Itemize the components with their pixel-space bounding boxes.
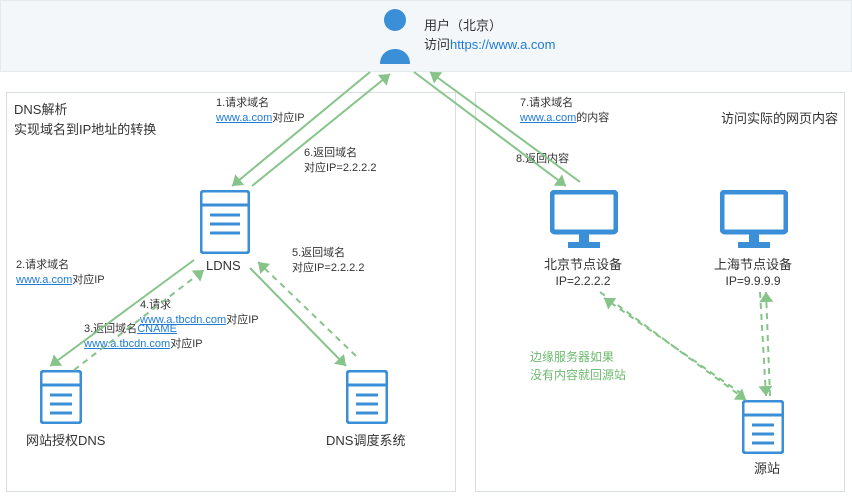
origin-note: 边缘服务器如果没有内容就回源站 [530,348,626,384]
ldns-label: LDNS [206,258,241,273]
origin-label: 源站 [754,458,780,477]
user-label: 用户（北京） 访问https://www.a.com [424,15,556,53]
user-icon [376,6,414,64]
dns-title-l1: DNS解析 [14,100,156,120]
sched-label: DNS调度系统 [326,430,405,449]
step-4: 4.请求www.a.tbcdn.com对应IP [140,298,259,329]
auth-dns-icon [40,370,82,424]
beijing-label: 北京节点设备IP=2.2.2.2 [544,254,622,288]
step-8: 8.返回内容 [516,152,569,167]
beijing-icon [550,190,618,250]
visit-prefix: 访问 [424,37,450,52]
step-1: 1.请求域名www.a.com对应IP [216,96,305,127]
shanghai-icon [720,190,788,250]
dns-title: DNS解析实现域名到IP地址的转换 [14,100,156,139]
user-city: 用户（北京） [424,18,502,33]
ldns-icon [200,190,250,254]
step-6: 6.返回域名对应IP=2.2.2.2 [304,146,376,177]
step-7: 7.请求域名www.a.com的内容 [520,96,609,127]
shanghai-label: 上海节点设备IP=9.9.9.9 [714,254,792,288]
visit-url: https://www.a.com [450,37,555,52]
authdns-label: 网站授权DNS [26,430,105,449]
dns-title-l2: 实现域名到IP地址的转换 [14,120,156,140]
dns-sched-icon [346,370,388,424]
step-2: 2.请求域名www.a.com对应IP [16,258,105,289]
content-title: 访问实际的网页内容 [721,108,838,127]
step-5: 5.返回域名对应IP=2.2.2.2 [292,246,364,277]
origin-icon [742,400,784,454]
